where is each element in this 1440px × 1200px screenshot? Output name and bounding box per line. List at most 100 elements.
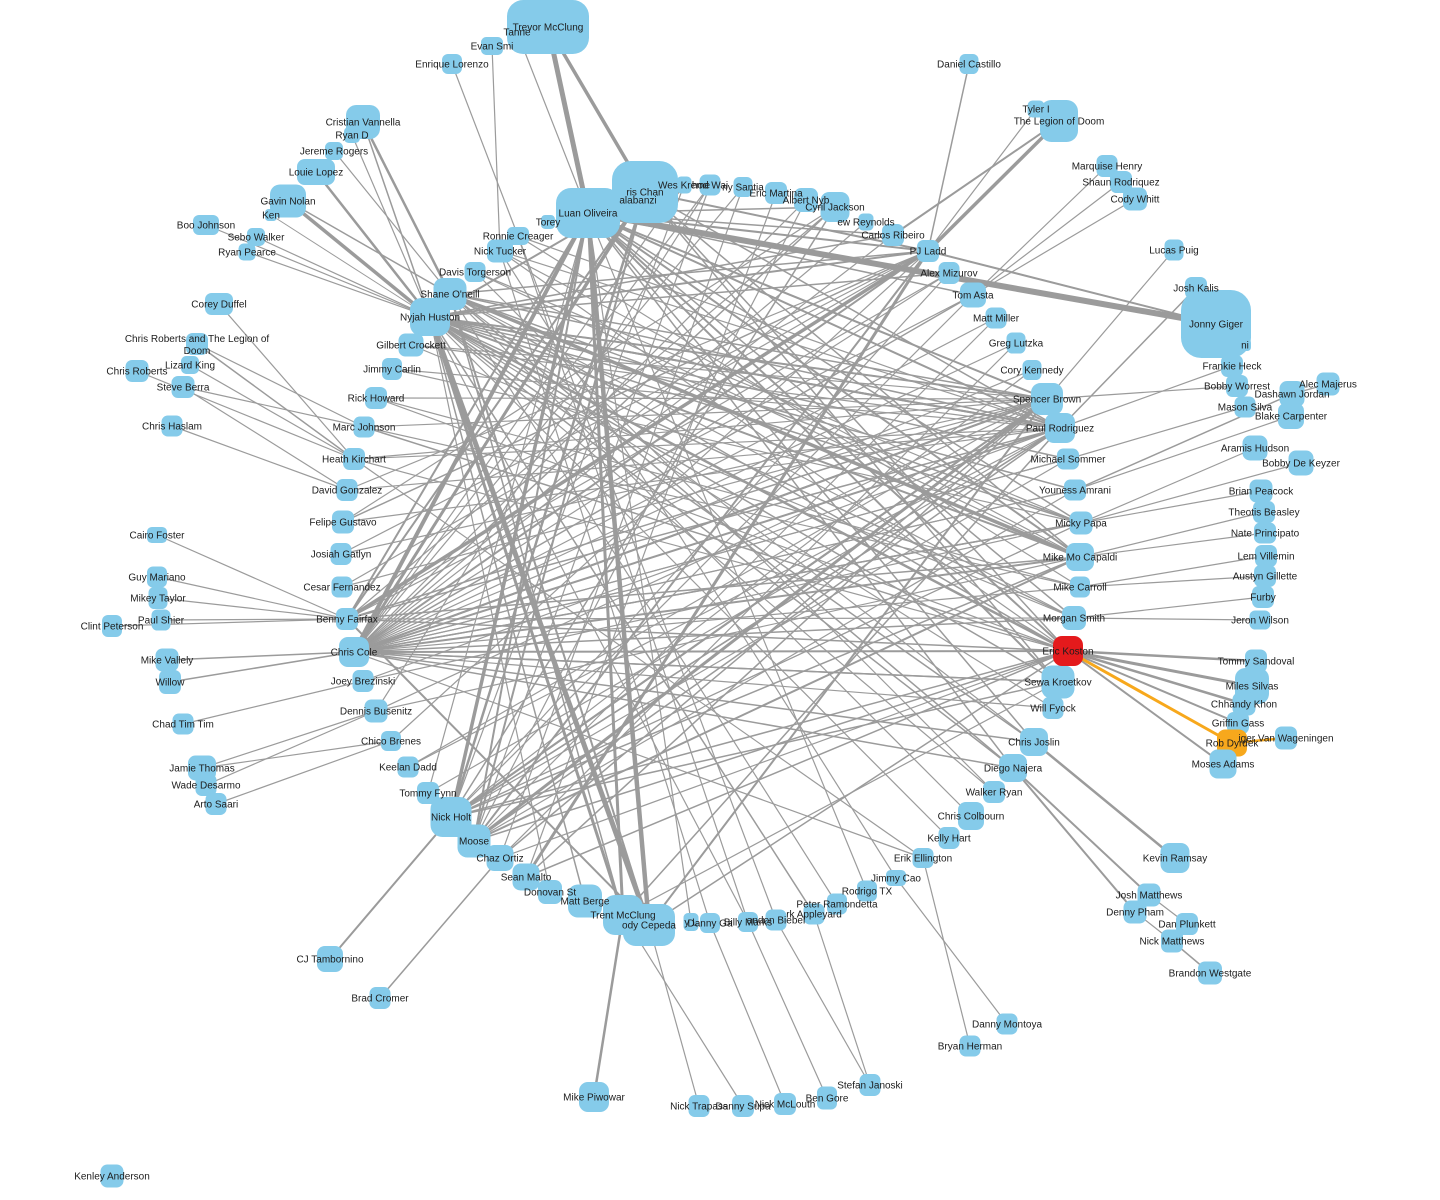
graph-node[interactable] — [486, 845, 514, 871]
graph-node[interactable] — [568, 884, 602, 918]
graph-node[interactable] — [1232, 692, 1256, 716]
graph-node[interactable] — [336, 608, 358, 630]
graph-node[interactable] — [325, 142, 343, 160]
graph-node[interactable] — [365, 387, 387, 409]
graph-node[interactable] — [1253, 501, 1275, 523]
graph-node[interactable] — [1275, 726, 1297, 750]
graph-node[interactable] — [1160, 843, 1190, 873]
graph-node[interactable] — [1279, 381, 1305, 407]
graph-node[interactable] — [1040, 100, 1078, 142]
graph-node[interactable] — [1176, 913, 1198, 935]
graph-node[interactable] — [1096, 155, 1118, 177]
graph-node[interactable] — [270, 184, 306, 218]
graph-node[interactable] — [699, 174, 721, 196]
graph-node[interactable] — [364, 699, 388, 723]
graph-node[interactable] — [858, 213, 874, 231]
graph-node[interactable] — [732, 1095, 754, 1117]
graph-node[interactable] — [147, 527, 167, 543]
graph-node[interactable] — [983, 781, 1005, 803]
graph-node[interactable] — [507, 227, 529, 245]
graph-node[interactable] — [683, 913, 699, 931]
graph-node[interactable] — [996, 1013, 1018, 1035]
graph-node[interactable] — [172, 713, 194, 735]
graph-node[interactable] — [917, 240, 939, 262]
graph-node[interactable] — [181, 356, 199, 374]
graph-node[interactable] — [344, 127, 360, 143]
graph-node[interactable] — [1066, 543, 1094, 571]
graph-node[interactable] — [171, 376, 195, 398]
graph-node[interactable] — [1045, 413, 1075, 443]
graph-node[interactable] — [959, 1035, 981, 1057]
graph-node[interactable] — [938, 827, 960, 849]
graph-node[interactable] — [1209, 749, 1237, 779]
graph-node[interactable] — [1249, 479, 1273, 503]
graph-node[interactable] — [238, 243, 256, 261]
graph-node[interactable] — [938, 262, 960, 284]
graph-node[interactable] — [1254, 522, 1276, 544]
graph-node[interactable] — [579, 1082, 609, 1112]
graph-node[interactable] — [820, 192, 850, 222]
graph-node[interactable] — [857, 880, 877, 902]
graph-node[interactable] — [700, 913, 720, 933]
graph-node[interactable] — [538, 880, 562, 904]
graph-node[interactable] — [1227, 712, 1249, 734]
graph-node[interactable] — [1278, 403, 1304, 429]
graph-node[interactable] — [1069, 511, 1093, 535]
graph-node[interactable] — [827, 893, 847, 915]
graph-node[interactable] — [803, 903, 825, 925]
graph-node[interactable] — [985, 307, 1007, 329]
graph-node[interactable] — [1031, 383, 1063, 415]
graph-node[interactable] — [1070, 576, 1090, 598]
graph-node[interactable] — [1057, 448, 1079, 470]
graph-node[interactable] — [556, 188, 620, 238]
graph-node[interactable] — [1221, 355, 1243, 377]
graph-node[interactable] — [999, 754, 1027, 782]
graph-node[interactable] — [247, 228, 265, 246]
graph-node[interactable] — [774, 1093, 796, 1115]
graph-node[interactable] — [100, 1164, 124, 1188]
graph-node[interactable] — [151, 609, 171, 631]
graph-node[interactable] — [397, 756, 419, 778]
graph-node[interactable] — [382, 358, 402, 380]
graph-node[interactable] — [1164, 239, 1184, 261]
graph-node[interactable] — [331, 576, 353, 598]
graph-node-selected[interactable] — [1053, 636, 1083, 666]
graph-node[interactable] — [1042, 697, 1064, 719]
graph-node[interactable] — [343, 448, 365, 470]
graph-node[interactable] — [958, 802, 984, 830]
graph-node[interactable] — [765, 909, 787, 931]
graph-node[interactable] — [1226, 375, 1248, 397]
graph-node[interactable] — [193, 215, 219, 235]
graph-node[interactable] — [541, 215, 555, 229]
graph-node[interactable] — [159, 670, 181, 694]
graph-node[interactable] — [265, 209, 277, 221]
graph-node[interactable] — [1064, 479, 1086, 501]
graph-node[interactable] — [352, 670, 374, 692]
graph-node[interactable] — [339, 637, 369, 667]
graph-node[interactable] — [1255, 545, 1277, 567]
graph-node[interactable] — [1020, 728, 1048, 756]
graph-node[interactable] — [1022, 360, 1042, 380]
graph-node[interactable] — [886, 870, 906, 886]
graph-node[interactable] — [205, 793, 227, 815]
graph-node[interactable] — [1252, 586, 1274, 608]
graph-node[interactable] — [733, 177, 753, 197]
graph-node[interactable] — [1006, 332, 1026, 354]
graph-node[interactable] — [1123, 900, 1147, 924]
graph-node[interactable] — [353, 416, 375, 438]
graph-node[interactable] — [738, 912, 758, 932]
graph-node[interactable] — [765, 182, 787, 204]
graph-node[interactable] — [487, 239, 513, 263]
graph-node[interactable] — [332, 510, 354, 534]
graph-node[interactable] — [330, 543, 352, 565]
graph-node[interactable] — [1062, 606, 1086, 630]
graph-node[interactable] — [161, 415, 183, 437]
graph-node[interactable] — [481, 37, 503, 55]
graph-node[interactable] — [912, 848, 934, 868]
graph-node[interactable] — [1254, 565, 1276, 587]
graph-node[interactable] — [464, 262, 486, 282]
graph-node[interactable] — [205, 293, 233, 315]
graph-node[interactable] — [859, 1074, 881, 1096]
graph-node[interactable] — [195, 774, 217, 796]
graph-node[interactable] — [1249, 610, 1271, 630]
